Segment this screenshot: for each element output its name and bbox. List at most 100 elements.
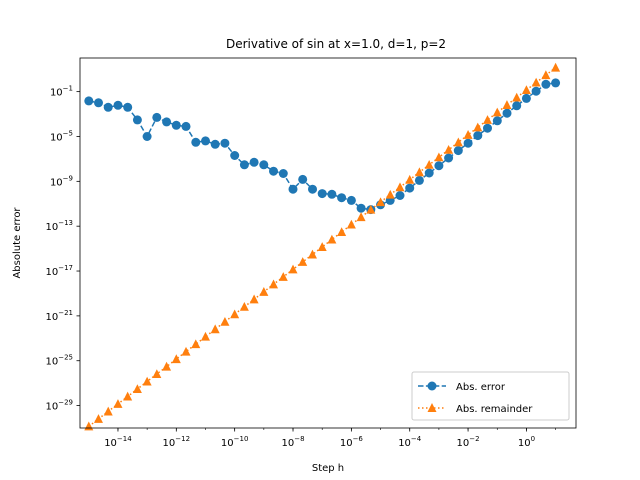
data-point-abs-remainder — [366, 204, 376, 214]
data-point-abs-remainder — [356, 212, 366, 222]
data-point-abs-remainder — [337, 227, 347, 237]
data-point-abs-remainder — [152, 369, 162, 379]
y-tick-label: 10−5 — [50, 129, 73, 143]
data-point-abs-error — [94, 98, 103, 108]
data-point-abs-error — [405, 183, 415, 193]
data-point-abs-error — [201, 136, 210, 146]
data-point-abs-remainder — [395, 182, 405, 192]
data-point-abs-error — [239, 160, 249, 170]
y-tick-label: 10−25 — [45, 354, 73, 368]
y-axis-title: Absolute error — [12, 207, 23, 279]
chart-title: Derivative of sin at x=1.0, d=1, p=2 — [226, 37, 446, 51]
data-point-abs-remainder — [492, 107, 502, 117]
data-point-abs-error — [434, 161, 444, 171]
data-point-abs-remainder — [444, 144, 454, 154]
data-point-abs-remainder — [502, 100, 512, 109]
data-point-abs-remainder — [463, 130, 473, 139]
data-point-abs-remainder — [298, 257, 308, 266]
data-point-abs-remainder — [521, 85, 531, 94]
data-point-abs-remainder — [424, 159, 434, 169]
data-point-abs-remainder — [93, 414, 103, 423]
data-point-abs-error — [84, 96, 94, 106]
data-point-abs-remainder — [307, 249, 317, 259]
data-point-abs-error — [424, 168, 434, 178]
data-point-abs-error — [288, 184, 298, 194]
x-tick-label: 100 — [518, 435, 535, 449]
y-tick-label: 10−9 — [50, 174, 73, 188]
data-point-abs-remainder — [269, 279, 279, 289]
data-point-abs-error — [346, 195, 356, 205]
data-point-abs-remainder — [249, 294, 259, 304]
data-point-abs-error — [152, 112, 162, 122]
data-point-abs-remainder — [113, 399, 123, 408]
data-point-abs-remainder — [473, 122, 483, 132]
data-point-abs-error — [269, 166, 278, 176]
x-tick-label: 10−10 — [221, 435, 249, 449]
x-tick-label: 10−12 — [163, 435, 191, 449]
x-tick-label: 10−6 — [340, 435, 364, 449]
data-point-abs-error — [123, 102, 133, 112]
data-point-abs-remainder — [230, 309, 240, 319]
data-point-abs-error — [308, 184, 317, 194]
data-point-abs-remainder — [405, 174, 415, 184]
legend-label-abs-remainder: Abs. remainder — [456, 404, 533, 415]
data-point-abs-remainder — [191, 339, 201, 349]
data-point-abs-remainder — [278, 272, 288, 281]
y-tick-label: 10−29 — [45, 399, 73, 413]
data-point-abs-remainder — [385, 189, 395, 199]
data-point-abs-remainder — [142, 376, 152, 386]
data-point-abs-error — [483, 123, 492, 133]
data-point-abs-error — [463, 138, 473, 148]
data-point-abs-error — [337, 193, 347, 203]
data-point-abs-error — [220, 138, 230, 148]
data-point-abs-remainder — [434, 152, 444, 162]
data-point-abs-remainder — [239, 301, 249, 311]
y-tick-label: 10−17 — [45, 264, 73, 278]
data-point-abs-error — [395, 191, 405, 200]
data-point-abs-error — [132, 115, 142, 125]
data-point-abs-remainder — [327, 234, 337, 244]
data-point-abs-remainder — [346, 219, 356, 229]
data-point-abs-error — [181, 121, 191, 131]
data-point-abs-remainder — [220, 316, 230, 326]
data-point-abs-error — [473, 131, 483, 141]
x-tick-label: 10−2 — [457, 435, 480, 449]
data-point-abs-remainder — [288, 264, 298, 274]
data-point-abs-remainder — [103, 406, 113, 416]
y-tick-label: 10−13 — [45, 219, 73, 233]
data-point-abs-error — [551, 78, 561, 88]
data-point-abs-error — [191, 137, 201, 147]
data-point-abs-error — [210, 139, 220, 149]
data-point-abs-remainder — [512, 92, 522, 102]
data-point-abs-error — [492, 116, 502, 126]
data-point-abs-error — [453, 146, 463, 156]
data-point-abs-remainder — [541, 70, 551, 80]
data-point-abs-remainder — [453, 137, 463, 147]
data-point-abs-error — [230, 151, 240, 160]
data-point-abs-error — [278, 169, 288, 178]
data-point-abs-remainder — [414, 167, 424, 177]
data-point-abs-remainder — [551, 62, 561, 72]
data-point-abs-error — [512, 101, 522, 111]
x-tick-label: 10−4 — [398, 435, 422, 449]
data-point-abs-remainder — [123, 391, 133, 401]
data-point-abs-error — [259, 160, 269, 170]
data-point-abs-error — [142, 132, 152, 141]
x-axis-title: Step h — [312, 463, 344, 474]
legend-label-abs-error: Abs. error — [456, 382, 506, 393]
data-point-abs-error — [414, 175, 424, 185]
data-point-abs-error — [356, 203, 366, 213]
data-point-abs-error — [298, 174, 308, 184]
data-point-abs-error — [171, 120, 181, 130]
data-point-abs-remainder — [181, 346, 191, 356]
y-axis-ticks: 10−1 10−5 10−9 10−13 10−17 10−21 10−25 10−29 — [45, 85, 80, 413]
data-point-abs-remainder — [132, 384, 142, 394]
data-point-abs-remainder — [200, 331, 210, 341]
legend-marker-abs-error — [427, 381, 437, 391]
legend-frame — [411, 371, 570, 421]
data-point-abs-error — [521, 93, 531, 103]
data-point-abs-remainder — [531, 77, 541, 87]
x-tick-label: 10−14 — [104, 435, 132, 449]
data-point-abs-error — [541, 79, 551, 89]
